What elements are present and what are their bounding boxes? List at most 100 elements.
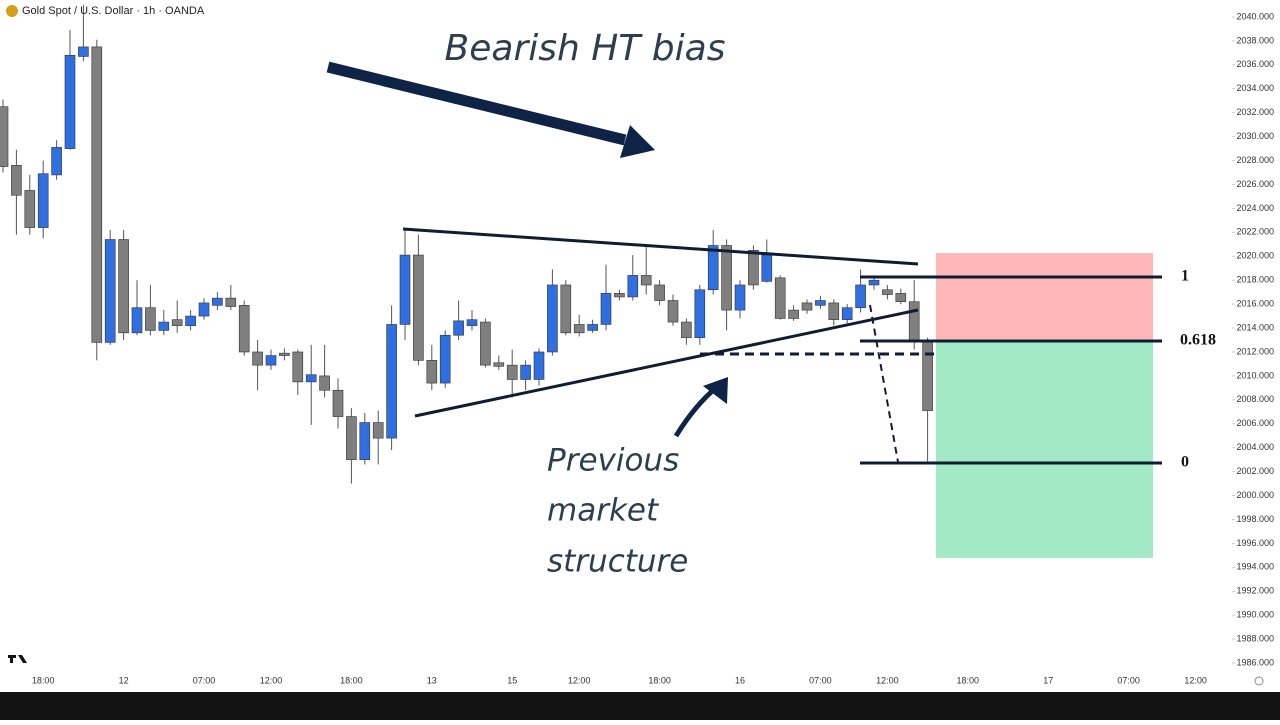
- fib-label: 0.618: [1180, 332, 1216, 349]
- candle-body: [480, 321, 491, 366]
- y-tick-label: 1990.000: [1236, 610, 1274, 620]
- candle-body: [413, 254, 424, 361]
- drawings: 1 0.618 0: [326, 61, 1216, 471]
- candle-body: [346, 416, 357, 460]
- x-tick-label: 16: [735, 675, 745, 685]
- candle-body: [118, 239, 129, 334]
- candle-body: [627, 275, 639, 298]
- y-tick-label: 2032.000: [1236, 107, 1274, 117]
- target-zone: [936, 340, 1153, 558]
- y-tick-label: 2014.000: [1236, 322, 1274, 332]
- candle-body: [171, 319, 183, 326]
- x-tick-label: 18:00: [648, 675, 671, 685]
- y-tick-label: 2030.000: [1236, 131, 1274, 141]
- candle-body: [600, 293, 612, 325]
- symbol-icon: [6, 5, 18, 17]
- candle-body: [640, 275, 652, 286]
- candle-body: [761, 254, 773, 282]
- y-tick-label: 1986.000: [1236, 657, 1274, 667]
- y-tick-label: 2004.000: [1236, 442, 1274, 452]
- candle-body: [815, 300, 826, 306]
- candle-body: [506, 364, 518, 380]
- y-tick-label: 2018.000: [1236, 275, 1274, 285]
- stop-zone: [936, 253, 1153, 341]
- candle-body: [279, 352, 290, 356]
- candle-body: [225, 297, 237, 307]
- candle-body: [51, 147, 62, 176]
- y-tick-label: 2010.000: [1236, 370, 1274, 380]
- x-tick-label: 07:00: [1117, 675, 1140, 685]
- candle-body: [305, 374, 317, 383]
- y-tick-label: 2024.000: [1236, 203, 1274, 213]
- y-tick-label: 2028.000: [1236, 155, 1274, 165]
- candle-body: [11, 165, 22, 196]
- y-tick-label: 2006.000: [1236, 418, 1274, 428]
- arrow-head: [620, 125, 655, 158]
- x-tick-label: 15: [507, 675, 517, 685]
- y-tick-label: 1998.000: [1236, 514, 1274, 524]
- annotation: market: [547, 493, 660, 529]
- candle-body: [78, 46, 89, 57]
- candle-body: [265, 355, 277, 366]
- x-tick-label: 12:00: [568, 675, 591, 685]
- drawing-layer: [936, 253, 1153, 558]
- logo-part: [18, 655, 27, 663]
- candle-body: [453, 320, 464, 336]
- candle-body: [238, 305, 250, 353]
- candle-body: [801, 302, 813, 311]
- y-tick-label: 2008.000: [1236, 394, 1274, 404]
- candle-body: [0, 106, 9, 167]
- x-tick-label: 18:00: [32, 675, 55, 685]
- candle-body: [332, 389, 344, 417]
- annotation: Bearish HT bias: [445, 28, 726, 69]
- settings-icon[interactable]: [1254, 676, 1264, 686]
- candle-body: [788, 309, 799, 319]
- candle-body: [533, 351, 545, 380]
- x-tick-label: 12: [119, 675, 129, 685]
- candle-body: [493, 362, 505, 367]
- candle-body: [707, 245, 719, 291]
- candle-body: [573, 324, 585, 334]
- candle-body: [667, 300, 679, 323]
- candle-body: [158, 321, 170, 331]
- candle-body: [439, 334, 451, 384]
- x-tick-label: 07:00: [809, 675, 832, 685]
- y-tick-label: 2040.000: [1236, 11, 1274, 21]
- candle-body: [24, 190, 36, 228]
- candle-body: [64, 54, 76, 149]
- candle-body: [292, 351, 304, 383]
- logo-part: [10, 655, 13, 663]
- candle-body: [895, 293, 907, 303]
- candle-body: [774, 277, 786, 319]
- candle-body: [721, 245, 732, 311]
- candle-body: [855, 284, 866, 309]
- candles: [0, 5, 933, 484]
- candle-body: [882, 289, 893, 295]
- x-tick-label: 17: [1043, 675, 1053, 685]
- tv-logo: [8, 655, 27, 663]
- candle-body: [399, 254, 411, 325]
- candle-body: [868, 279, 880, 286]
- y-tick-label: 2016.000: [1236, 298, 1274, 308]
- candle-body: [547, 284, 558, 353]
- x-tick-label: 18:00: [340, 675, 363, 685]
- candle-body: [426, 360, 438, 384]
- candle-body: [466, 319, 478, 326]
- candle-body: [922, 339, 933, 411]
- x-tick-label: 18:00: [957, 675, 980, 685]
- y-tick-label: 2022.000: [1236, 227, 1274, 237]
- y-tick-label: 2012.000: [1236, 346, 1274, 356]
- y-tick-label: 2036.000: [1236, 59, 1274, 69]
- candle-body: [828, 302, 840, 320]
- candle-body: [841, 307, 853, 320]
- candle-body: [734, 284, 746, 311]
- candle-body: [319, 375, 330, 391]
- annotation: structure: [547, 544, 688, 580]
- arrow-shaft: [326, 61, 627, 146]
- y-tick-label: 2038.000: [1236, 35, 1274, 45]
- candle-body: [252, 351, 263, 366]
- chart-title: Gold Spot / U.S. Dollar · 1h · OANDA: [22, 5, 205, 17]
- x-tick-label: 13: [427, 675, 437, 685]
